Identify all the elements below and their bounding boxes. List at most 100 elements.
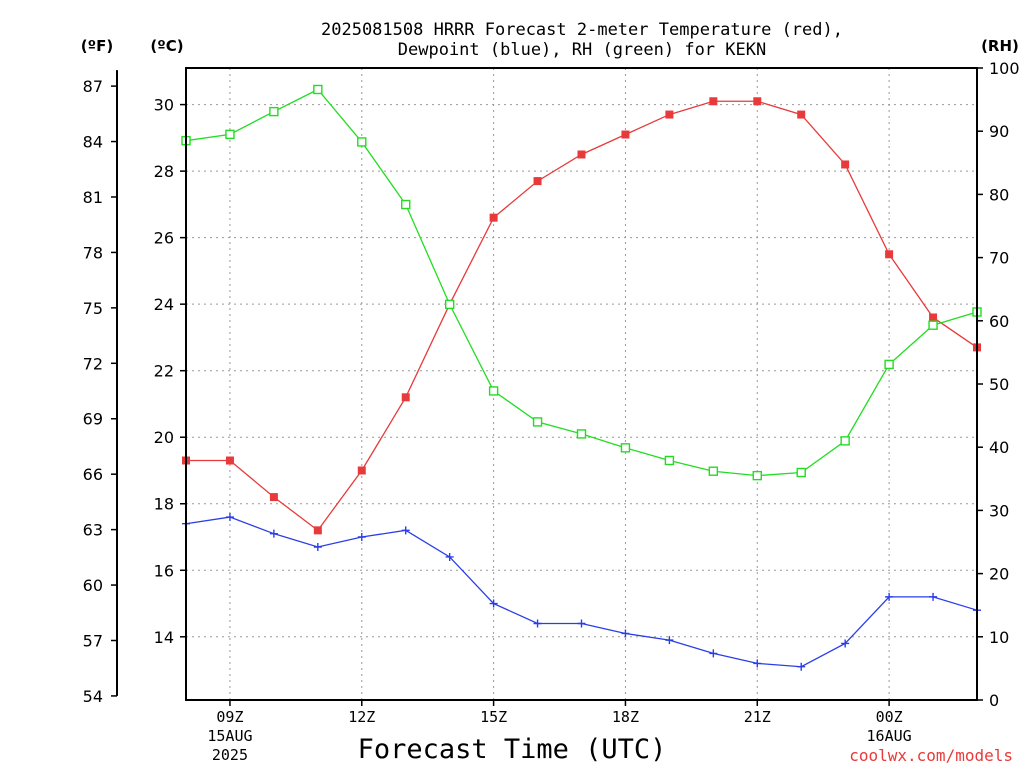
rh-tick-label: 50 (989, 375, 1009, 394)
data-point-temperature (709, 97, 718, 106)
data-point-temperature (929, 313, 938, 322)
data-point-dewpoint (313, 542, 322, 551)
rh-tick-label: 90 (989, 122, 1009, 141)
data-point-temperature (665, 110, 674, 119)
series-temperature (182, 97, 981, 535)
series-dewpoint (182, 513, 981, 671)
data-point-dewpoint (621, 629, 630, 638)
credit-text: coolwx.com/models (849, 746, 1013, 765)
time-tick-label: 21Z (744, 708, 771, 726)
unit-label-celsius: (ºC) (150, 37, 183, 55)
time-tick-date-label: 16AUG (867, 727, 912, 745)
rh-axis: 0 10 20 30 40 50 60 70 80 90 100 (977, 59, 1020, 710)
series-rh (181, 84, 982, 481)
data-point-rh (708, 466, 719, 476)
celsius-tick-label: 14 (154, 628, 174, 647)
data-point-temperature (885, 250, 894, 259)
celsius-tick-label: 18 (154, 495, 174, 514)
data-point-dewpoint (357, 533, 366, 542)
data-point-temperature (357, 466, 366, 475)
rh-tick-label: 40 (989, 438, 1009, 457)
data-point-dewpoint (489, 599, 498, 608)
rh-tick-label: 20 (989, 565, 1009, 584)
fahrenheit-tick-label: 78 (83, 243, 103, 262)
grid-lines (186, 68, 977, 700)
fahrenheit-axis: 54 57 60 63 66 69 72 75 78 81 84 87 (83, 70, 118, 706)
data-point-dewpoint (225, 513, 234, 522)
data-point-rh (752, 470, 762, 481)
data-point-dewpoint (709, 649, 718, 658)
data-point-dewpoint (929, 592, 938, 601)
chart-title-line1: 2025081508 HRRR Forecast 2-meter Tempera… (321, 20, 843, 40)
rh-tick-label: 0 (989, 691, 999, 710)
data-point-rh (444, 299, 455, 310)
unit-label-fahrenheit: (ºF) (81, 37, 113, 55)
data-point-temperature (225, 456, 234, 465)
data-point-temperature (577, 150, 586, 159)
celsius-tick-label: 24 (154, 295, 174, 314)
celsius-tick-label: 22 (154, 362, 174, 381)
data-point-rh (620, 443, 631, 453)
series-line-temperature (186, 100, 978, 532)
celsius-tick-label: 20 (154, 428, 174, 447)
series-layer (181, 84, 982, 671)
data-point-dewpoint (885, 592, 894, 601)
data-point-temperature (489, 213, 498, 222)
x-axis-label: Forecast Time (UTC) (358, 734, 667, 765)
time-tick-label: 12Z (348, 708, 375, 726)
data-point-rh (576, 429, 587, 439)
data-point-dewpoint (269, 529, 278, 538)
fahrenheit-tick-label: 57 (83, 631, 103, 650)
data-point-rh (532, 417, 543, 427)
data-point-temperature (313, 526, 322, 535)
fahrenheit-tick-label: 81 (83, 188, 103, 207)
rh-tick-label: 10 (989, 628, 1009, 647)
data-point-dewpoint (445, 552, 454, 561)
rh-tick-label: 30 (989, 501, 1009, 520)
data-point-rh (313, 84, 323, 95)
fahrenheit-tick-label: 75 (83, 299, 103, 318)
time-tick-label: 18Z (612, 708, 639, 726)
celsius-tick-label: 30 (154, 96, 174, 115)
time-tick-year-label: 2025 (212, 746, 248, 764)
rh-tick-label: 70 (989, 249, 1009, 268)
data-point-rh (401, 199, 411, 210)
celsius-axis: 14 16 18 20 22 24 26 28 30 (154, 96, 186, 647)
rh-tick-label: 80 (989, 185, 1009, 204)
data-point-temperature (533, 177, 542, 186)
fahrenheit-tick-label: 87 (83, 77, 103, 96)
data-point-rh (225, 129, 235, 140)
fahrenheit-tick-label: 69 (83, 410, 103, 429)
fahrenheit-tick-label: 60 (83, 576, 103, 595)
data-point-dewpoint (797, 662, 806, 671)
data-point-temperature (797, 110, 806, 119)
data-point-temperature (841, 160, 850, 169)
time-tick-date-label: 15AUG (207, 727, 252, 745)
data-point-rh (884, 359, 894, 370)
plot-frame (185, 67, 978, 701)
fahrenheit-tick-label: 66 (83, 465, 103, 484)
data-point-dewpoint (665, 636, 674, 645)
data-point-temperature (269, 493, 278, 502)
series-line-dewpoint (185, 516, 978, 668)
unit-label-rh: (RH) (981, 37, 1019, 55)
fahrenheit-tick-label: 54 (83, 687, 103, 706)
data-point-rh (664, 455, 675, 466)
data-point-rh (357, 137, 367, 147)
data-point-rh (928, 320, 938, 330)
data-point-rh (796, 467, 806, 478)
rh-tick-label: 100 (989, 59, 1020, 78)
series-line-rh (185, 88, 978, 477)
celsius-tick-label: 16 (154, 561, 174, 580)
data-point-rh (840, 436, 850, 446)
fahrenheit-tick-label: 72 (83, 354, 103, 373)
celsius-tick-label: 28 (154, 162, 174, 181)
data-point-rh (269, 106, 279, 117)
rh-tick-label: 60 (989, 312, 1009, 331)
time-tick-label: 09Z (216, 708, 243, 726)
data-point-temperature (753, 97, 762, 106)
data-point-dewpoint (841, 639, 850, 648)
fahrenheit-tick-label: 84 (83, 133, 103, 152)
